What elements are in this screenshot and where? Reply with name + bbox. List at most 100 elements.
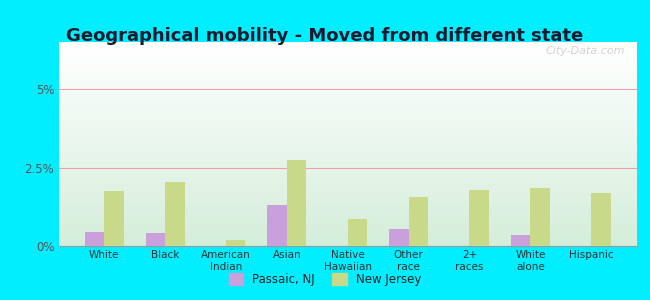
Bar (58, 102, 637, 103)
Bar (58, 61, 637, 62)
Bar (58, 186, 637, 187)
Bar (58, 174, 637, 175)
Bar (58, 76, 637, 77)
Bar (58, 60, 637, 62)
Bar (58, 89, 637, 90)
Bar (58, 149, 637, 150)
Bar (58, 62, 637, 63)
Bar (58, 218, 637, 220)
Bar (58, 83, 637, 84)
Bar (226, 240, 246, 246)
Bar (58, 243, 637, 244)
Bar (58, 185, 637, 186)
Bar (58, 192, 637, 193)
Bar (58, 130, 637, 131)
Bar (58, 133, 637, 134)
Bar (58, 204, 637, 205)
Bar (58, 236, 637, 237)
Bar (58, 119, 637, 121)
Bar (58, 70, 637, 72)
Bar (58, 152, 637, 153)
Bar (58, 155, 637, 156)
Bar (58, 180, 637, 181)
Bar (58, 72, 637, 73)
Bar (58, 231, 637, 232)
Bar (58, 165, 637, 166)
Bar (58, 53, 637, 54)
Bar (58, 245, 637, 246)
Bar (58, 64, 637, 65)
Bar (58, 223, 637, 224)
Bar (389, 229, 409, 246)
Bar (58, 100, 637, 101)
Bar (58, 221, 637, 223)
Bar (58, 82, 637, 83)
Bar (58, 108, 637, 109)
Bar (58, 201, 637, 202)
Bar (530, 188, 550, 246)
Bar (58, 240, 637, 241)
Bar (58, 208, 637, 209)
Bar (58, 153, 637, 154)
Bar (58, 224, 637, 225)
Bar (58, 239, 637, 240)
Bar (58, 110, 637, 111)
Bar (58, 44, 637, 45)
Bar (58, 74, 637, 75)
Bar (58, 140, 637, 141)
Bar (58, 50, 637, 51)
Bar (58, 175, 637, 176)
Bar (58, 65, 637, 67)
Bar (58, 226, 637, 228)
Bar (58, 56, 637, 57)
Bar (58, 188, 637, 189)
Bar (58, 225, 637, 226)
Bar (511, 235, 530, 246)
Bar (58, 99, 637, 100)
Bar (58, 131, 637, 132)
Bar (58, 126, 637, 127)
Bar (58, 172, 637, 174)
Bar (58, 135, 637, 136)
Bar (58, 146, 637, 147)
Bar (348, 219, 367, 246)
Bar (58, 98, 637, 99)
Bar (146, 233, 165, 246)
Bar (58, 52, 637, 53)
Bar (58, 205, 637, 206)
Bar (58, 195, 637, 196)
Bar (58, 183, 637, 184)
Bar (58, 242, 637, 243)
Bar (58, 101, 637, 102)
Bar (58, 127, 637, 128)
Bar (58, 169, 637, 170)
Bar (58, 143, 637, 144)
Bar (58, 158, 637, 159)
Bar (58, 187, 637, 188)
Bar (58, 54, 637, 55)
Bar (84, 232, 104, 246)
Bar (58, 104, 637, 105)
Bar (58, 220, 637, 221)
Bar (58, 92, 637, 93)
Bar (58, 80, 637, 81)
Bar (58, 207, 637, 208)
Bar (58, 198, 637, 199)
Bar (58, 84, 637, 85)
Bar (58, 238, 637, 239)
Bar (58, 114, 637, 116)
Bar (58, 81, 637, 82)
Bar (58, 182, 637, 183)
Bar (58, 109, 637, 110)
Bar (58, 184, 637, 185)
Bar (58, 199, 637, 200)
Bar (58, 232, 637, 233)
Bar (58, 129, 637, 130)
Bar (58, 150, 637, 151)
Bar (58, 43, 637, 44)
Bar (58, 48, 637, 49)
Bar (58, 237, 637, 238)
Bar (58, 244, 637, 245)
Bar (58, 68, 637, 70)
Bar (58, 128, 637, 129)
